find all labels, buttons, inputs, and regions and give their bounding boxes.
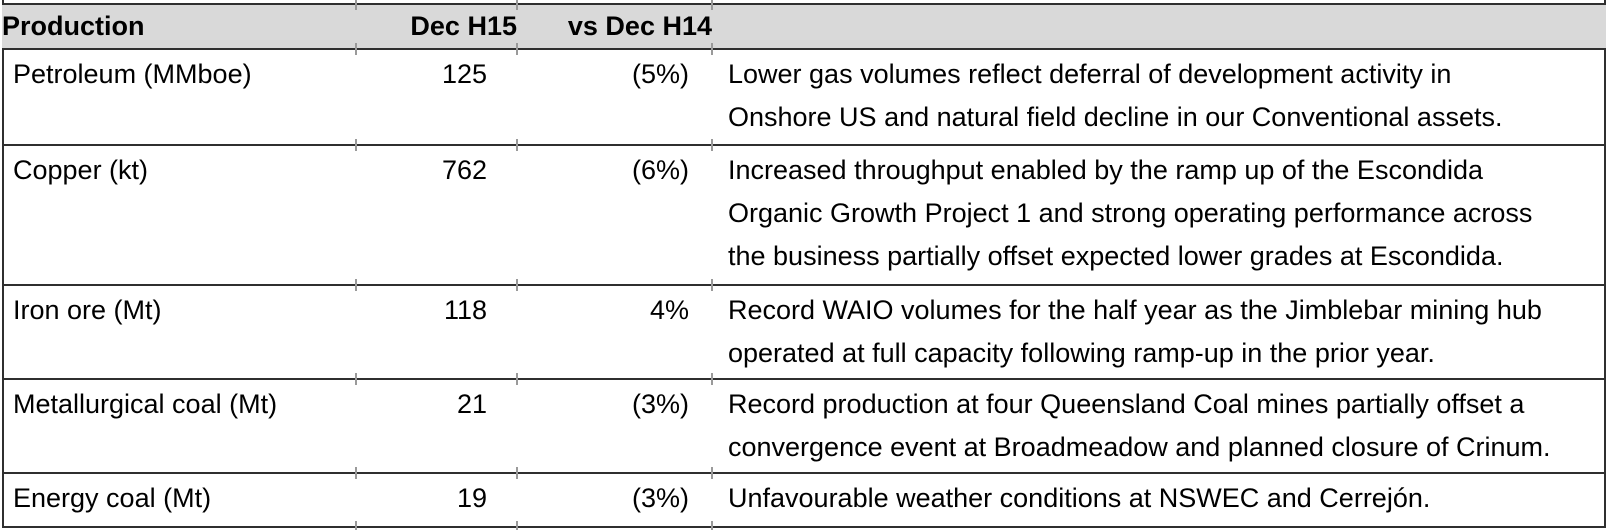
commentary-text: Record WAIO volumes for the half year as… [711,278,1606,379]
product-name: Metallurgical coal (Mt) [13,389,278,419]
table-row-petroleum: Petroleum (MMboe) 125 (5%) Lower gas vol… [2,42,1606,145]
table-row-copper: Copper (kt) 762 (6%) Increased throughpu… [2,138,1606,285]
product-name: Energy coal (Mt) [13,483,212,513]
dec-h15-value: 21 [355,372,517,473]
vs-dec-h14-value: (3%) [516,466,712,530]
product-name: Petroleum (MMboe) [13,59,252,89]
commentary-text: Increased throughput enabled by the ramp… [711,138,1606,285]
table-right-border [1604,0,1606,527]
table-header-row: Production Dec H15 vs Dec H14 [2,0,1606,49]
commentary-text: Record production at four Queensland Coa… [711,372,1606,473]
vs-dec-h14-value: (5%) [516,42,712,145]
dec-h15-value: 125 [355,42,517,145]
column-header-production: Production [2,11,145,41]
table-row-metallurgical-coal: Metallurgical coal (Mt) 21 (3%) Record p… [2,372,1606,473]
table-left-border [2,0,4,527]
column-header-commentary [711,0,1606,49]
table-row-energy-coal: Energy coal (Mt) 19 (3%) Unfavourable we… [2,466,1606,530]
vs-dec-h14-value: (3%) [516,372,712,473]
vs-dec-h14-value: 4% [516,278,712,379]
dec-h15-value: 118 [355,278,517,379]
dec-h15-value: 762 [355,138,517,285]
vs-dec-h14-value: (6%) [516,138,712,285]
column-header-vs-dec-h14: vs Dec H14 [516,0,712,49]
table-row-iron-ore: Iron ore (Mt) 118 4% Record WAIO volumes… [2,278,1606,379]
column-header-dec-h15: Dec H15 [355,0,517,49]
product-name: Iron ore (Mt) [13,295,162,325]
dec-h15-value: 19 [355,466,517,530]
commentary-text: Lower gas volumes reflect deferral of de… [711,42,1606,145]
product-name: Copper (kt) [13,155,149,185]
commentary-text: Unfavourable weather conditions at NSWEC… [711,466,1606,530]
